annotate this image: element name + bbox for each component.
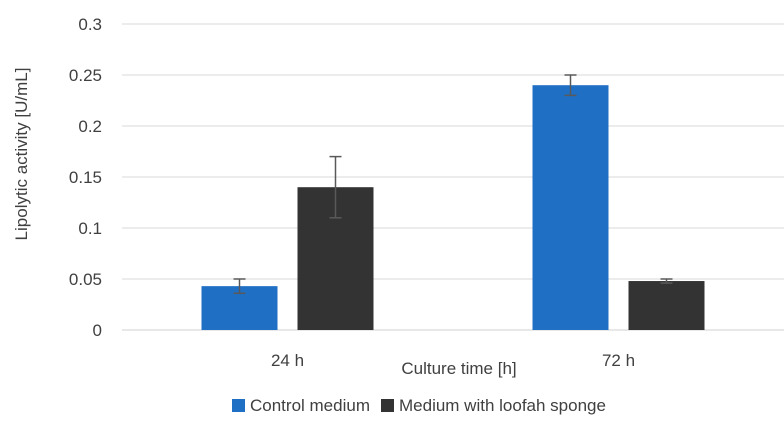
legend: Control medium Medium with loofah sponge [232,396,606,415]
bar-loofah-sponge-1 [628,281,705,330]
legend-item-control-medium: Control medium [232,396,370,415]
y-tick-label: 0.3 [78,15,102,34]
x-tick-label: 24 h [271,351,304,370]
x-axis-title: Culture time [h] [401,359,516,378]
gridlines [122,23,784,331]
x-tick-label: 72 h [602,351,635,370]
legend-label: Control medium [250,396,370,415]
y-tick-label: 0 [93,321,102,340]
error-bar [660,278,673,284]
y-tick-label: 0.1 [78,219,102,238]
y-axis-tick-labels: 0 0.05 0.1 0.15 0.2 0.25 0.3 [69,15,102,340]
x-axis-tick-labels: 24 h 72 h [271,351,635,370]
error-bar [329,155,342,219]
legend-swatch [381,399,394,412]
y-tick-label: 0.15 [69,168,102,187]
y-tick-label: 0.25 [69,66,102,85]
error-bar [564,74,577,97]
legend-swatch [232,399,245,412]
error-bars [233,74,673,295]
bars [201,85,705,330]
legend-label: Medium with loofah sponge [399,396,606,415]
y-tick-label: 0.2 [78,117,102,136]
bar-control-medium-1 [532,85,609,330]
y-axis-title: Lipolytic activity [U/mL] [12,68,31,241]
y-tick-label: 0.05 [69,270,102,289]
error-bar [233,278,246,295]
legend-item-loofah-sponge: Medium with loofah sponge [381,396,606,415]
